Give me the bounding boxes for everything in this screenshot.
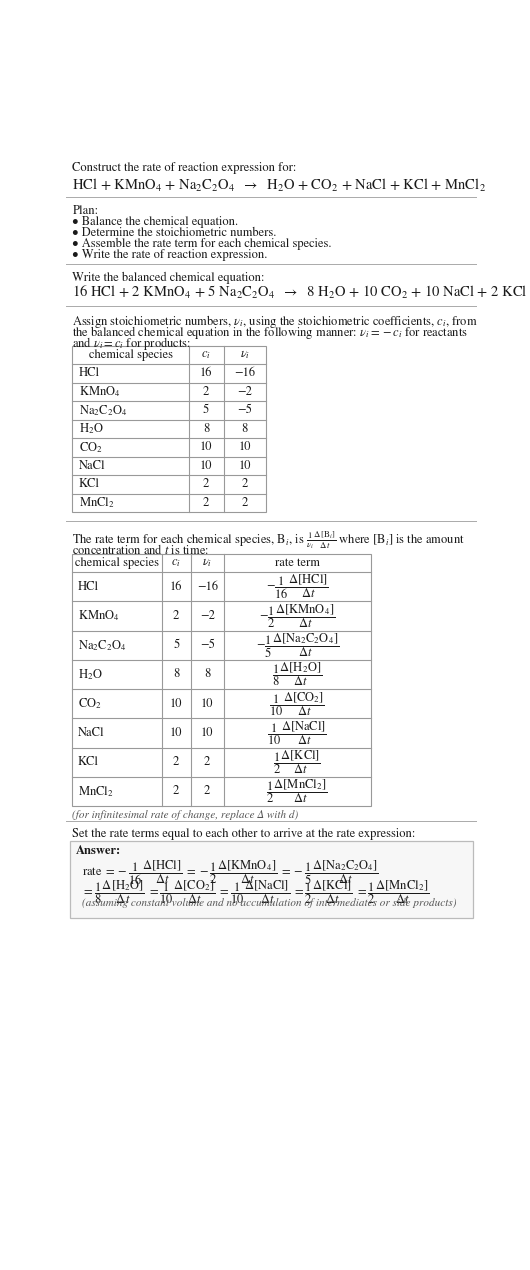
Text: 10: 10 xyxy=(170,728,182,739)
Text: Assign stoichiometric numbers, $\nu_i$, using the stoichiometric coefficients, $: Assign stoichiometric numbers, $\nu_i$, … xyxy=(73,314,478,330)
Text: 16: 16 xyxy=(200,367,213,380)
Text: Write the balanced chemical equation:: Write the balanced chemical equation: xyxy=(73,272,265,284)
Text: $-\dfrac{1}{16}\dfrac{\Delta[\mathrm{HCl}]}{\Delta t}$: $-\dfrac{1}{16}\dfrac{\Delta[\mathrm{HCl… xyxy=(266,573,329,601)
Text: $\dfrac{1}{2}\dfrac{\Delta[\mathrm{KCl}]}{\Delta t}$: $\dfrac{1}{2}\dfrac{\Delta[\mathrm{KCl}]… xyxy=(273,748,321,776)
Text: KMnO$_4$: KMnO$_4$ xyxy=(78,608,120,624)
Text: the balanced chemical equation in the following manner: $\nu_i = -c_i$ for react: the balanced chemical equation in the fo… xyxy=(73,324,469,342)
Text: HCl: HCl xyxy=(78,367,100,380)
Text: 2: 2 xyxy=(204,757,210,768)
Text: CO$_2$: CO$_2$ xyxy=(78,439,102,455)
Text: −16: −16 xyxy=(234,367,255,380)
Text: CO$_2$: CO$_2$ xyxy=(78,696,102,711)
Text: 10: 10 xyxy=(238,442,251,453)
Text: $\dfrac{1}{2}\dfrac{\Delta[\mathrm{MnCl_2}]}{\Delta t}$: $\dfrac{1}{2}\dfrac{\Delta[\mathrm{MnCl_… xyxy=(267,777,328,805)
Text: and $\nu_i = c_i$ for products:: and $\nu_i = c_i$ for products: xyxy=(73,335,191,352)
Text: Plan:: Plan: xyxy=(73,204,99,216)
Text: H$_2$O: H$_2$O xyxy=(78,667,103,682)
Text: −2: −2 xyxy=(237,386,252,398)
Text: 2: 2 xyxy=(173,786,180,798)
Text: −5: −5 xyxy=(237,404,252,417)
Text: Na$_2$C$_2$O$_4$: Na$_2$C$_2$O$_4$ xyxy=(78,403,127,418)
Text: • Assemble the rate term for each chemical species.: • Assemble the rate term for each chemic… xyxy=(73,237,332,250)
Text: 10: 10 xyxy=(200,442,213,453)
Text: 10: 10 xyxy=(201,697,214,710)
Text: Construct the rate of reaction expression for:: Construct the rate of reaction expressio… xyxy=(73,161,297,174)
Text: The rate term for each chemical species, B$_i$, is $\frac{1}{\nu_i}\frac{\Delta[: The rate term for each chemical species,… xyxy=(73,528,465,551)
Text: rate $= -\dfrac{1}{16}\dfrac{\Delta[\mathrm{HCl}]}{\Delta t}$ $= -\dfrac{1}{2}\d: rate $= -\dfrac{1}{16}\dfrac{\Delta[\mat… xyxy=(82,857,379,886)
Text: KCl: KCl xyxy=(78,757,99,768)
Text: KCl: KCl xyxy=(78,479,100,490)
Text: chemical species: chemical species xyxy=(89,349,173,361)
Text: KMnO$_4$: KMnO$_4$ xyxy=(78,385,120,399)
Text: 10: 10 xyxy=(238,460,251,471)
Text: $\nu_i$: $\nu_i$ xyxy=(202,556,213,569)
Text: (assuming constant volume and no accumulation of intermediates or side products): (assuming constant volume and no accumul… xyxy=(82,898,456,908)
Text: 5: 5 xyxy=(203,404,209,417)
Text: $\dfrac{1}{8}\dfrac{\Delta[\mathrm{H_2O}]}{\Delta t}$: $\dfrac{1}{8}\dfrac{\Delta[\mathrm{H_2O}… xyxy=(272,660,322,688)
Text: $\dfrac{1}{10}\dfrac{\Delta[\mathrm{CO_2}]}{\Delta t}$: $\dfrac{1}{10}\dfrac{\Delta[\mathrm{CO_2… xyxy=(269,690,325,718)
Text: $-\dfrac{1}{5}\dfrac{\Delta[\mathrm{Na_2C_2O_4}]}{\Delta t}$: $-\dfrac{1}{5}\dfrac{\Delta[\mathrm{Na_2… xyxy=(255,631,339,659)
Text: $= \dfrac{1}{8}\dfrac{\Delta[\mathrm{H_2O}]}{\Delta t}$ $= \dfrac{1}{10}\dfrac{\: $= \dfrac{1}{8}\dfrac{\Delta[\mathrm{H_2… xyxy=(82,878,429,906)
Text: 2: 2 xyxy=(204,786,210,798)
Text: 2: 2 xyxy=(242,479,248,490)
Text: • Determine the stoichiometric numbers.: • Determine the stoichiometric numbers. xyxy=(73,227,277,239)
Text: NaCl: NaCl xyxy=(78,460,105,471)
Text: Set the rate terms equal to each other to arrive at the rate expression:: Set the rate terms equal to each other t… xyxy=(73,828,416,841)
Text: Answer:: Answer: xyxy=(76,845,121,857)
Text: • Write the rate of reaction expression.: • Write the rate of reaction expression. xyxy=(73,249,268,260)
Text: 16 HCl + 2 KMnO$_4$ + 5 Na$_2$C$_2$O$_4$  $\rightarrow$  8 H$_2$O + 10 CO$_2$ + : 16 HCl + 2 KMnO$_4$ + 5 Na$_2$C$_2$O$_4$… xyxy=(73,284,530,301)
Text: HCl + KMnO$_4$ + Na$_2$C$_2$O$_4$  $\rightarrow$  H$_2$O + CO$_2$ + NaCl + KCl +: HCl + KMnO$_4$ + Na$_2$C$_2$O$_4$ $\righ… xyxy=(73,177,487,194)
Text: 8: 8 xyxy=(242,423,248,434)
Text: MnCl$_2$: MnCl$_2$ xyxy=(78,495,114,511)
Text: $c_i$: $c_i$ xyxy=(171,558,181,569)
Text: H$_2$O: H$_2$O xyxy=(78,422,103,436)
Text: • Balance the chemical equation.: • Balance the chemical equation. xyxy=(73,216,238,229)
Text: 10: 10 xyxy=(200,460,213,471)
Text: 16: 16 xyxy=(170,580,182,593)
Text: $-\dfrac{1}{2}\dfrac{\Delta[\mathrm{KMnO_4}]}{\Delta t}$: $-\dfrac{1}{2}\dfrac{\Delta[\mathrm{KMnO… xyxy=(259,602,335,630)
Text: HCl: HCl xyxy=(78,580,99,593)
Text: 8: 8 xyxy=(203,423,209,434)
Bar xyxy=(70,841,473,918)
Text: $c_i$: $c_i$ xyxy=(201,349,211,361)
Text: 2: 2 xyxy=(203,479,209,490)
Text: MnCl$_2$: MnCl$_2$ xyxy=(78,784,113,799)
Text: 10: 10 xyxy=(170,697,182,710)
Text: 8: 8 xyxy=(173,668,180,681)
Text: $\nu_i$: $\nu_i$ xyxy=(240,348,250,361)
Text: 10: 10 xyxy=(201,728,214,739)
Text: concentration and $t$ is time:: concentration and $t$ is time: xyxy=(73,542,209,556)
Text: (for infinitesimal rate of change, replace Δ with d): (for infinitesimal rate of change, repla… xyxy=(73,810,299,820)
Text: 2: 2 xyxy=(203,497,209,508)
Text: $\dfrac{1}{10}\dfrac{\Delta[\mathrm{NaCl}]}{\Delta t}$: $\dfrac{1}{10}\dfrac{\Delta[\mathrm{NaCl… xyxy=(267,719,327,747)
Text: NaCl: NaCl xyxy=(78,728,104,739)
Bar xyxy=(73,345,266,512)
Text: 8: 8 xyxy=(204,668,210,681)
Bar xyxy=(73,554,371,806)
Text: −16: −16 xyxy=(197,580,218,593)
Text: 2: 2 xyxy=(173,610,180,622)
Text: Na$_2$C$_2$O$_4$: Na$_2$C$_2$O$_4$ xyxy=(78,638,127,653)
Text: 2: 2 xyxy=(203,386,209,398)
Text: 5: 5 xyxy=(173,639,180,652)
Text: −5: −5 xyxy=(200,639,215,652)
Text: rate term: rate term xyxy=(275,558,320,569)
Text: 2: 2 xyxy=(242,497,248,508)
Text: chemical species: chemical species xyxy=(75,556,159,569)
Text: −2: −2 xyxy=(200,610,215,622)
Text: 2: 2 xyxy=(173,757,180,768)
